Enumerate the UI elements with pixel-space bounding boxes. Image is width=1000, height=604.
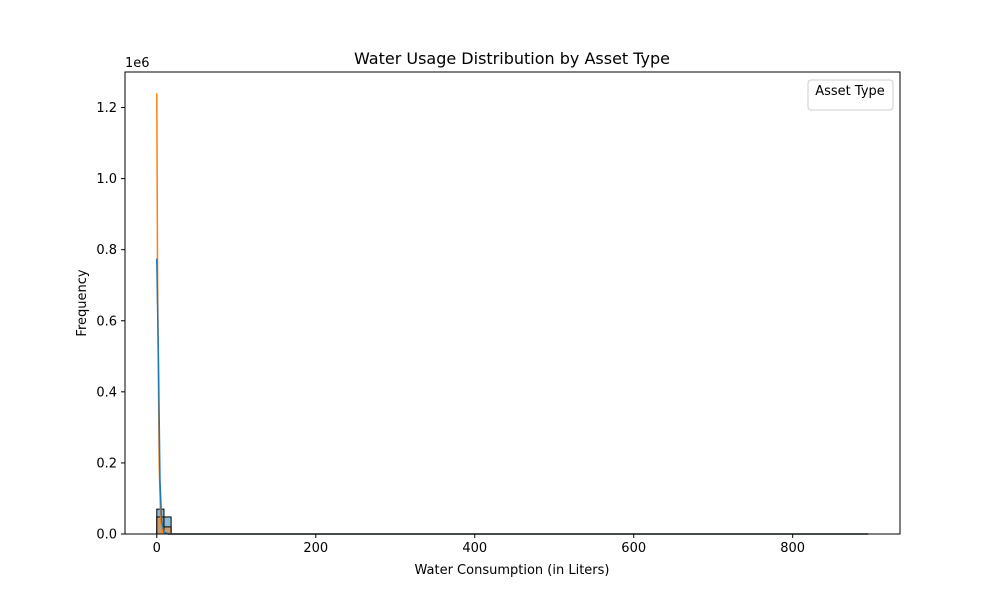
y-tick-label: 0.8	[96, 243, 117, 258]
x-tick-label: 800	[780, 541, 805, 556]
y-tick-label: 0.4	[96, 385, 117, 400]
y-ticks: 0.0 0.2 0.4 0.6 0.8 1.0 1.2	[96, 101, 125, 543]
y-tick-label: 0.0	[96, 528, 117, 543]
x-tick-label: 400	[462, 541, 487, 556]
y-tick-label: 0.2	[96, 456, 117, 471]
x-ticks: 0 200 400 600 800	[153, 534, 805, 556]
legend: Asset Type	[807, 79, 894, 111]
legend-title: Asset Type	[815, 84, 885, 99]
y-axis-label: Frequency	[75, 269, 90, 336]
x-axis-label: Water Consumption (in Liters)	[415, 563, 610, 578]
chart-title: Water Usage Distribution by Asset Type	[354, 49, 670, 68]
y-tick-label: 1.0	[96, 172, 117, 187]
plot-frame	[124, 71, 901, 535]
legend-box	[807, 79, 894, 111]
x-tick-label: 200	[303, 541, 328, 556]
kde-line	[156, 93, 869, 535]
x-tick-label: 0	[153, 541, 161, 556]
y-offset-label: 1e6	[125, 56, 150, 71]
y-tick-label: 1.2	[96, 101, 117, 116]
kde-line	[156, 258, 869, 535]
y-tick-label: 0.6	[96, 314, 117, 329]
kde-layer	[156, 93, 869, 535]
x-tick-label: 600	[621, 541, 646, 556]
